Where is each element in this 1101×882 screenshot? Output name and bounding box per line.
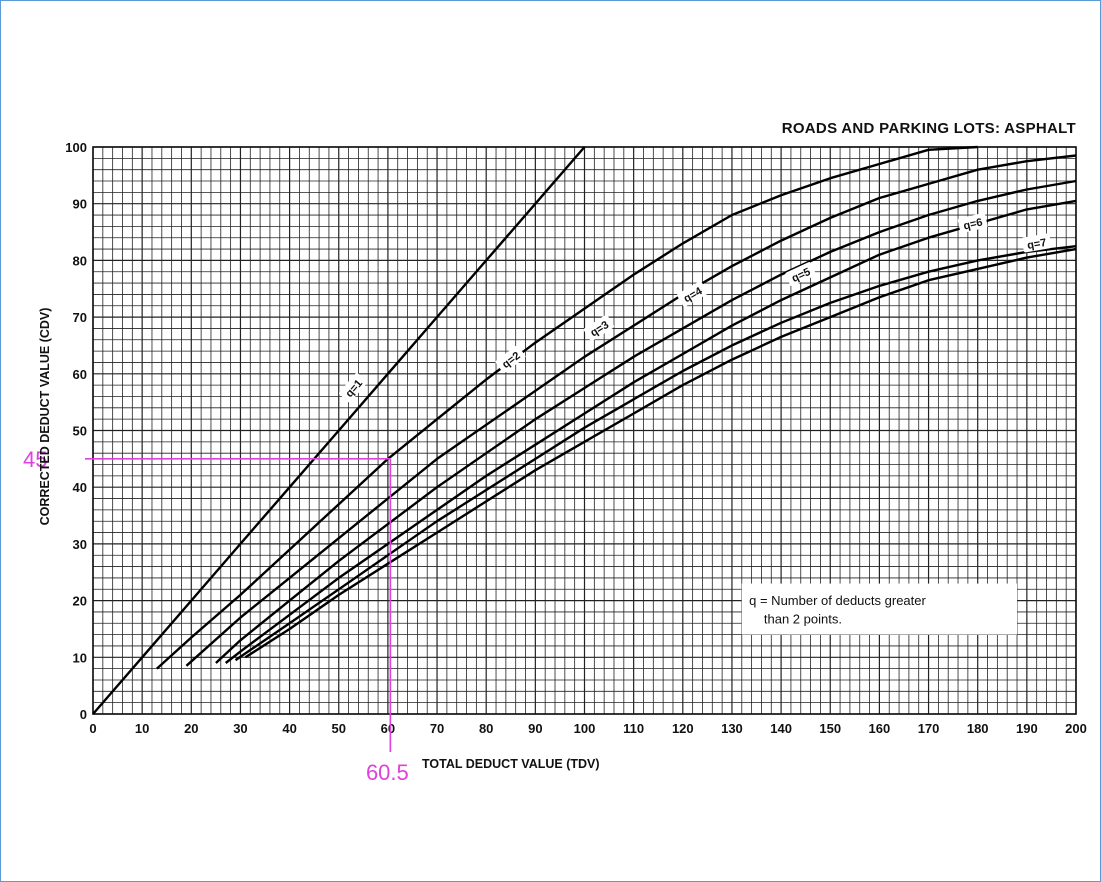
x-tick-label: 150 xyxy=(819,721,841,736)
x-axis-label: TOTAL DEDUCT VALUE (TDV) xyxy=(422,757,600,771)
legend-line-1: q = Number of deducts greater xyxy=(749,593,926,608)
x-tick-label: 40 xyxy=(282,721,296,736)
y-tick-label: 20 xyxy=(73,594,87,609)
x-tick-label: 100 xyxy=(574,721,596,736)
series-line-q7 xyxy=(244,247,1077,659)
curve-label-background xyxy=(957,212,988,234)
annotation-y-value: 45 xyxy=(23,447,47,472)
x-tick-label: 10 xyxy=(135,721,149,736)
curve-label: q=1 xyxy=(339,373,368,403)
series-line-q2 xyxy=(156,145,978,670)
curve-label-text: q=6 xyxy=(962,216,983,232)
series-line-q3 xyxy=(185,154,1077,667)
series-group xyxy=(92,145,1077,715)
x-tick-label: 20 xyxy=(184,721,198,736)
x-tick-label: 180 xyxy=(967,721,989,736)
y-tick-label: 30 xyxy=(73,537,87,552)
curve-label-background xyxy=(785,262,816,287)
chart-title: ROADS AND PARKING LOTS: ASPHALT xyxy=(782,120,1076,137)
y-tick-label: 50 xyxy=(73,424,87,439)
x-tick-label: 160 xyxy=(869,721,891,736)
curve-label: q=7 xyxy=(1021,233,1052,253)
y-tick-label: 90 xyxy=(73,197,87,212)
curve-label-background xyxy=(339,373,368,403)
annotation-x-value: 60.5 xyxy=(366,760,409,785)
x-tick-label: 80 xyxy=(479,721,493,736)
legend-box xyxy=(741,583,1018,635)
x-tick-label: 70 xyxy=(430,721,444,736)
curve-label: q=6 xyxy=(957,212,988,234)
x-tick-label: 200 xyxy=(1065,721,1087,736)
x-tick-label: 50 xyxy=(332,721,346,736)
y-tick-label: 10 xyxy=(73,650,87,665)
series-line-q5 xyxy=(224,199,1077,664)
legend-line-2: than 2 points. xyxy=(764,611,842,626)
series-line-q1 xyxy=(92,146,586,715)
curve-label-background xyxy=(677,281,708,307)
x-tick-label: 130 xyxy=(721,721,743,736)
title-background xyxy=(641,113,1091,143)
grid xyxy=(92,146,1077,715)
legend: q = Number of deducts greater than 2 poi… xyxy=(741,583,1018,635)
series-line-q4 xyxy=(215,179,1077,664)
x-tick-label: 110 xyxy=(623,721,644,736)
x-axis-ticks: 0 10 20 30 40 50 60 70 80 90 100 110 120 130 140 150 160… xyxy=(89,721,1086,736)
x-tick-label: 0 xyxy=(89,721,96,736)
x-tick-label: 60 xyxy=(381,721,395,736)
y-axis-label: CORRECTED DEDUCT VALUE (CDV) xyxy=(38,308,52,526)
y-tick-label: 100 xyxy=(65,140,87,155)
y-tick-label: 70 xyxy=(73,310,87,325)
curve-label-text: q=7 xyxy=(1026,237,1047,252)
curve-label: q=3 xyxy=(583,314,615,342)
x-tick-label: 30 xyxy=(233,721,247,736)
y-tick-label: 80 xyxy=(73,253,87,268)
curve-label-background xyxy=(1021,233,1052,253)
y-tick-label: 40 xyxy=(73,480,87,495)
annotation: 45 60.5 xyxy=(23,447,409,785)
x-tick-label: 140 xyxy=(770,721,792,736)
x-tick-label: 120 xyxy=(672,721,694,736)
curve-label-background xyxy=(495,345,526,373)
curve-label-background xyxy=(583,314,615,342)
series-line-q6 xyxy=(234,245,1077,662)
x-tick-label: 170 xyxy=(918,721,940,736)
y-tick-label: 60 xyxy=(73,367,87,382)
x-tick-label: 90 xyxy=(528,721,542,736)
x-tick-label: 190 xyxy=(1016,721,1038,736)
y-axis-ticks: 0 10 20 30 40 50 60 70 80 90 100 xyxy=(65,140,87,722)
y-tick-label: 0 xyxy=(80,707,87,722)
